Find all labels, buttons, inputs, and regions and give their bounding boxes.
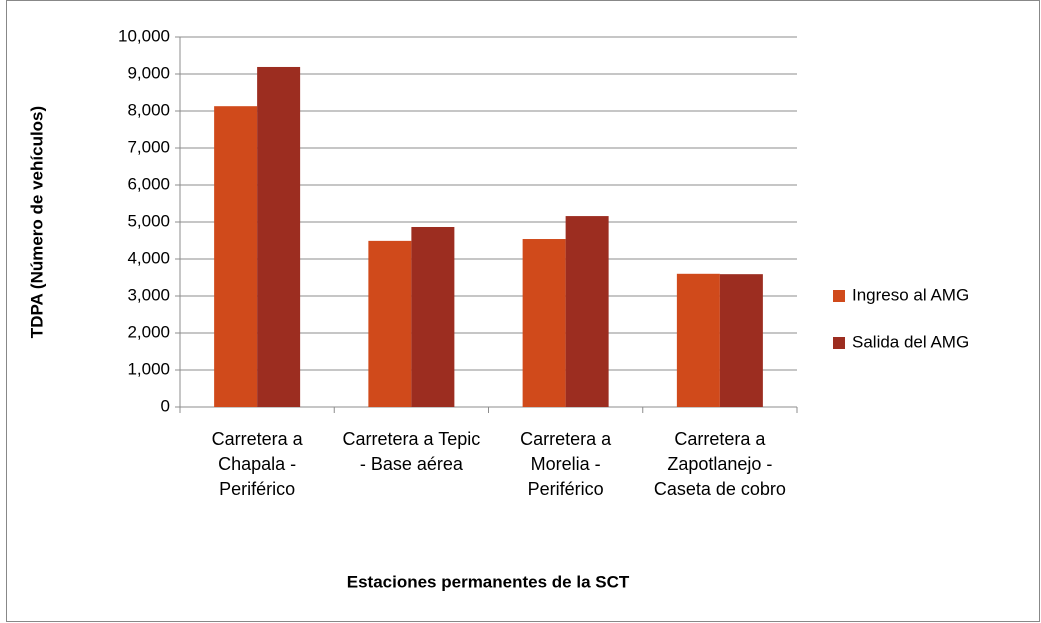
y-tick-label: 9,000 xyxy=(127,63,170,82)
bar xyxy=(368,240,412,407)
x-tick-label: Carretera a Morelia - Periférico xyxy=(520,429,612,499)
legend-swatch xyxy=(833,337,845,349)
bar xyxy=(719,274,763,407)
y-tick-label: 10,000 xyxy=(118,26,170,45)
y-tick-label: 0 xyxy=(161,396,170,415)
y-tick-label: 4,000 xyxy=(127,248,170,267)
y-tick-label: 2,000 xyxy=(127,322,170,341)
x-tick-label: Carretera a Chapala - Periférico xyxy=(211,429,303,499)
x-tick-label: Carretera a Zapotlanejo - Caseta de cobr… xyxy=(653,429,786,499)
bar xyxy=(565,216,609,407)
y-tick-label: 6,000 xyxy=(127,174,170,193)
y-axis-title: TDPA (Número de vehículos) xyxy=(27,106,46,338)
y-tick-label: 8,000 xyxy=(127,100,170,119)
x-axis-title: Estaciones permanentes de la SCT xyxy=(347,572,630,591)
bar xyxy=(522,239,566,407)
y-tick-label: 5,000 xyxy=(127,211,170,230)
bar xyxy=(411,226,455,407)
chart-border xyxy=(6,0,1040,622)
y-tick-label: 7,000 xyxy=(127,137,170,156)
x-tick-label: Carretera a Tepic - Base aérea xyxy=(342,429,481,474)
legend-label: Ingreso al AMG xyxy=(852,285,969,304)
bar xyxy=(676,273,720,407)
legend-swatch xyxy=(833,290,845,302)
legend-label: Salida del AMG xyxy=(852,332,969,351)
bar xyxy=(257,66,301,407)
bar xyxy=(214,106,258,407)
y-tick-label: 3,000 xyxy=(127,285,170,304)
y-tick-label: 1,000 xyxy=(127,359,170,378)
